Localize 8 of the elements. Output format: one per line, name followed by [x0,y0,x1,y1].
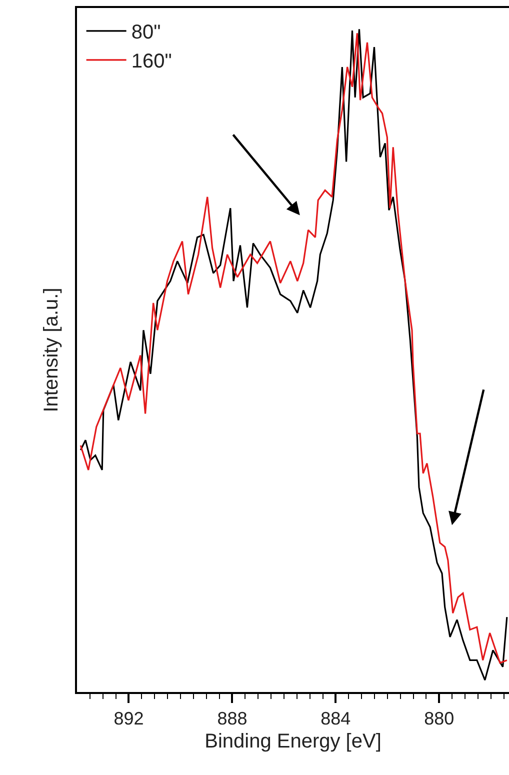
y-axis-title: Intensity [a.u.] [40,288,62,412]
x-tick-label: 892 [114,708,144,728]
x-tick-label: 880 [424,708,454,728]
x-tick-label: 888 [217,708,248,728]
legend-label: 160" [131,50,172,73]
legend-label: 80" [131,22,161,44]
x-tick-label: 884 [320,708,351,728]
x-axis-title: Binding Energy [eV] [204,730,382,752]
